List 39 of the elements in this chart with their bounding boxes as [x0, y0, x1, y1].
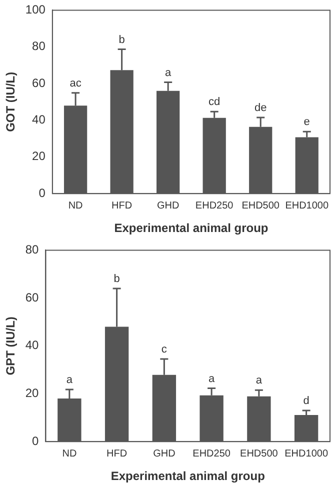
- annotation: d: [303, 395, 310, 408]
- annotation: c: [161, 344, 168, 356]
- y-tick-label: 80: [32, 39, 46, 54]
- x-tick-label: GHD: [153, 448, 176, 460]
- x-tick-label: EHD1000: [284, 448, 328, 460]
- x-tick-label: EHD250: [195, 200, 234, 212]
- y-axis-title: GPT (IU/L): [4, 316, 18, 376]
- x-tick-label: EHD500: [242, 200, 280, 212]
- annotation: de: [254, 102, 267, 114]
- annotation: b: [114, 273, 120, 286]
- x-tick-label: EHD1000: [285, 200, 329, 212]
- x-tick-label: ND: [68, 200, 83, 212]
- x-tick-label: EHD500: [240, 448, 278, 460]
- y-tick-label: 0: [38, 186, 46, 200]
- annotation: b: [118, 34, 125, 46]
- x-tick-label: HFD: [112, 200, 132, 212]
- x-tick-label: EHD250: [192, 448, 231, 460]
- x-tick-label: GHD: [156, 200, 180, 212]
- y-tick-label: 100: [25, 2, 46, 17]
- annotation: cd: [208, 96, 220, 108]
- y-tick-label: 20: [32, 149, 46, 164]
- y-tick-label: 40: [32, 112, 46, 127]
- y-tick-label: 60: [32, 76, 46, 90]
- annotation: a: [165, 66, 172, 79]
- x-tick-label: HFD: [106, 448, 128, 460]
- y-tick-label: 80: [25, 242, 40, 257]
- y-tick-label: 40: [25, 338, 40, 352]
- x-axis-title: Experimental animal group: [110, 469, 265, 484]
- x-axis-title: Experimental animal group: [114, 221, 268, 236]
- y-axis-title: GOT (IU/L): [4, 72, 18, 132]
- annotation: e: [304, 116, 310, 128]
- y-tick-label: 20: [25, 386, 40, 400]
- y-tick-label: 60: [25, 290, 40, 304]
- annotation: a: [256, 374, 263, 387]
- annotation: a: [66, 374, 74, 386]
- annotation: ac: [70, 77, 82, 90]
- annotation: a: [208, 372, 216, 385]
- x-tick-label: ND: [62, 448, 77, 460]
- y-tick-label: 0: [32, 434, 40, 448]
